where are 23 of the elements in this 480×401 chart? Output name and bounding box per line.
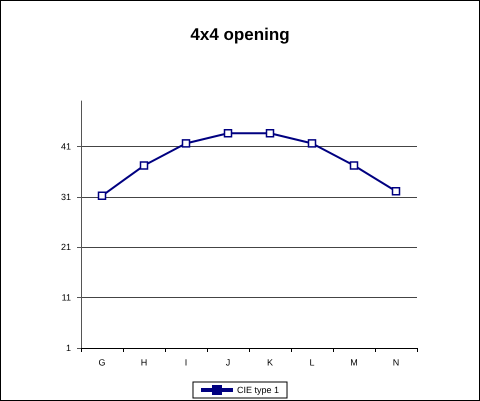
point xyxy=(308,139,316,148)
y-tick-label: 41 xyxy=(60,141,71,152)
x-tick-label: M xyxy=(350,358,358,368)
point xyxy=(224,129,232,138)
point xyxy=(392,186,400,196)
y-tick-label: 11 xyxy=(62,292,71,303)
legend-label: CIE type 1 xyxy=(236,385,280,395)
point xyxy=(182,139,190,148)
y-tick-label: 21 xyxy=(60,242,71,252)
point xyxy=(266,129,274,138)
point xyxy=(350,161,358,170)
x-tick-label: H xyxy=(140,358,148,368)
point xyxy=(98,192,106,200)
x-tick-label: J xyxy=(226,358,230,368)
x-tick-label: I xyxy=(184,358,188,368)
x-tick-label: L xyxy=(309,358,315,368)
x-tick-label: K xyxy=(266,358,274,368)
y-tick-label: 31 xyxy=(60,192,71,202)
x-tick-label: G xyxy=(98,358,106,368)
chart-title: 4x4 opening xyxy=(190,25,290,44)
point xyxy=(140,161,148,170)
x-tick-label: N xyxy=(392,358,400,368)
y-tick-label: 1 xyxy=(66,343,71,353)
